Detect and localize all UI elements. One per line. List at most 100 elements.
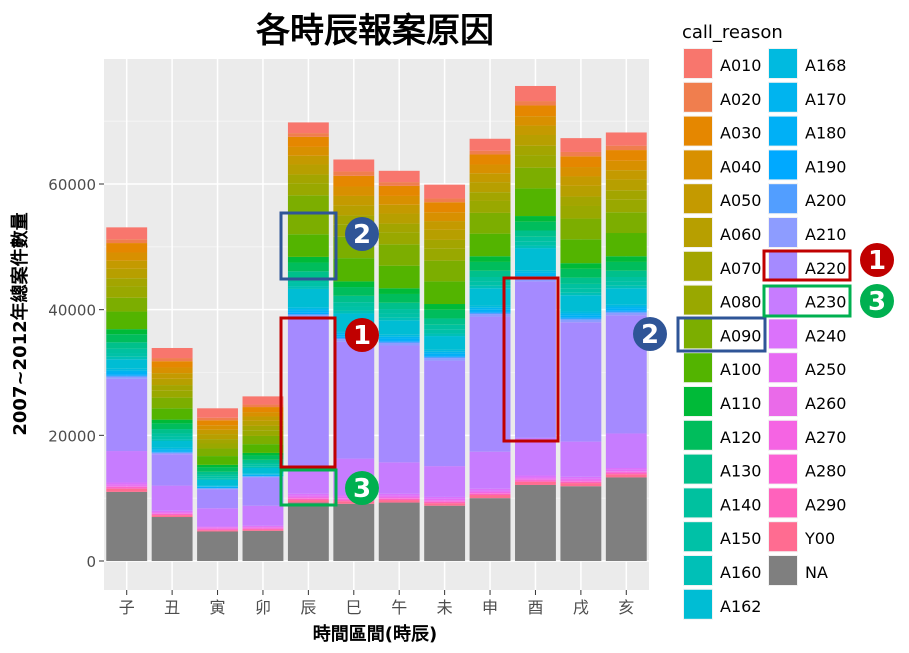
bar-segment <box>560 311 602 314</box>
bar-segment <box>151 429 193 434</box>
y-axis-label: 2007~2012年總案件數量 <box>9 212 31 435</box>
bar-segment <box>424 466 466 497</box>
bar-segment <box>242 475 284 477</box>
legend-swatch <box>684 251 712 281</box>
bar-segment <box>106 376 148 379</box>
legend-label: A030 <box>720 124 761 143</box>
bar-segment <box>242 407 284 413</box>
bar-segment <box>151 517 193 561</box>
legend-label: A280 <box>805 462 846 481</box>
bar-segment <box>378 345 420 463</box>
bar-segment <box>287 183 329 196</box>
bar-segment <box>151 514 193 516</box>
bar-segment <box>378 498 420 501</box>
bar-segment <box>197 425 238 430</box>
bar-segment <box>287 133 329 137</box>
bar-segment <box>515 477 556 479</box>
bar-segment <box>151 449 193 451</box>
bar-segment <box>106 252 148 261</box>
legend-label: A010 <box>720 56 761 75</box>
bar-segment <box>378 334 420 337</box>
bar-segment <box>106 451 148 483</box>
bar-segment <box>242 468 284 474</box>
bar-segment <box>197 429 238 435</box>
legend-swatch <box>769 387 797 416</box>
bar-segment <box>106 227 148 240</box>
bar-segment <box>605 306 647 309</box>
bar-segment <box>469 451 511 489</box>
bar-segment <box>333 295 375 303</box>
bar-segment <box>151 378 193 386</box>
bar-segment <box>378 502 420 561</box>
bar-segment <box>106 491 148 561</box>
x-tick-label: 酉 <box>527 598 543 617</box>
bar-segment <box>424 309 466 319</box>
bar-segment <box>560 441 602 477</box>
legend-swatch <box>769 353 797 383</box>
bar-segment <box>151 454 193 486</box>
bar-segment <box>605 471 647 472</box>
bar-segment <box>151 423 193 430</box>
bar-segment <box>151 513 193 515</box>
bar-segment <box>197 474 238 477</box>
bar-segment <box>560 317 602 319</box>
bar-segment <box>287 282 329 287</box>
bar-segment <box>424 229 466 240</box>
bar-segment <box>197 467 238 472</box>
bar-segment <box>605 170 647 180</box>
bar-segment <box>151 512 193 514</box>
bar-segment <box>378 170 420 183</box>
legend-label: A040 <box>720 157 761 176</box>
bar-segment <box>197 408 238 418</box>
bar-segment <box>333 306 375 311</box>
bar-segment <box>469 493 511 496</box>
marker-number: 2 <box>641 320 659 350</box>
bar-segment <box>242 505 284 526</box>
bar-segment <box>560 479 602 481</box>
bar-segment <box>106 260 148 269</box>
bar-segment <box>197 439 238 444</box>
bar-segment <box>333 195 375 206</box>
legend-swatch <box>684 589 712 619</box>
bar-segment <box>242 452 284 456</box>
bar-segment <box>197 456 238 465</box>
axes: 0 20000 40000 60000 子 丑 寅 卯 辰 巳 午 未 申 酉 戌 亥 <box>48 176 634 617</box>
legend-swatch <box>684 420 712 450</box>
highlight-box <box>279 468 338 507</box>
bar-segment <box>560 481 602 482</box>
bar-segment <box>424 501 466 502</box>
bar-segment <box>469 200 511 213</box>
legend-label: A110 <box>720 394 761 413</box>
marker-circle <box>345 471 379 505</box>
bar-segment <box>605 160 647 171</box>
bar-segment <box>515 216 556 222</box>
bar-segment <box>242 420 284 426</box>
bar-segment <box>106 375 148 377</box>
bar-segment <box>424 501 466 504</box>
bar-segment <box>560 322 602 442</box>
x-tick-label: 卯 <box>255 598 271 617</box>
bar-segment <box>106 278 148 287</box>
bar-segment <box>151 511 193 513</box>
bar-segment <box>560 151 602 157</box>
bar-segment <box>106 485 148 487</box>
bar-segment <box>151 367 193 374</box>
bar-segment <box>151 385 193 391</box>
x-tick-label: 寅 <box>210 598 226 617</box>
legend-label: A120 <box>720 428 761 447</box>
bar-segment <box>151 358 193 362</box>
bar-segment <box>560 483 602 487</box>
bar-segment <box>424 202 466 213</box>
legend-label: A060 <box>720 225 761 244</box>
bar-segment <box>560 315 602 318</box>
bar-segment <box>469 309 511 312</box>
bar-segment <box>378 223 420 233</box>
bar-segment <box>424 498 466 501</box>
bar-segment <box>333 503 375 561</box>
bar-segment <box>424 333 466 337</box>
bar-segment <box>469 256 511 262</box>
bar-segment <box>378 340 420 342</box>
legend: A010 A020 A030 A040 A050 A060 A070 A080 A090 A100… <box>683 48 846 620</box>
bar-segment <box>197 487 238 489</box>
legend-label: A180 <box>805 124 846 143</box>
